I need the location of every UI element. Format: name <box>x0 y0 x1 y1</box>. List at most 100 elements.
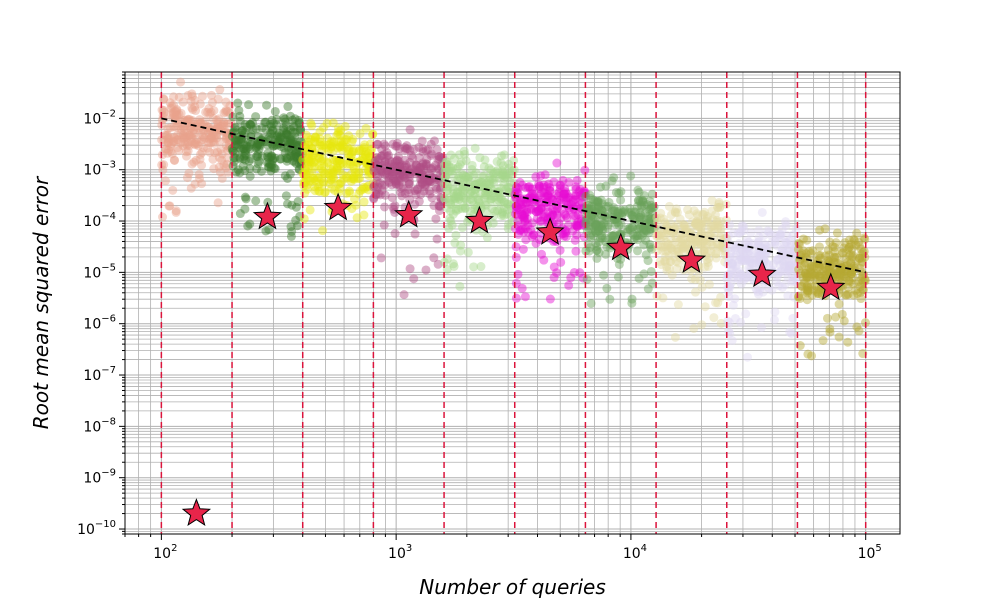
scatter-point <box>516 225 526 235</box>
scatter-point <box>223 167 233 177</box>
scatter-point <box>592 220 602 230</box>
scatter-point <box>197 179 207 189</box>
scatter-point <box>792 276 802 286</box>
scatter-point <box>289 122 299 132</box>
scatter-point <box>315 137 325 147</box>
scatter-point <box>332 163 342 173</box>
scatter-point <box>728 259 738 269</box>
scatter-point <box>198 131 208 141</box>
scatter-point <box>337 158 347 168</box>
scatter-point <box>325 179 335 189</box>
scatter-point <box>694 218 704 228</box>
scatter-point <box>830 247 840 257</box>
scatter-point <box>240 166 250 176</box>
scatter-point <box>776 230 786 240</box>
scatter-point <box>479 181 489 191</box>
scatter-point <box>167 101 177 111</box>
scatter-point <box>464 171 474 181</box>
scatter-point <box>417 170 427 180</box>
scatter-point <box>241 146 251 156</box>
scatter-point <box>608 231 618 241</box>
scatter-point <box>212 130 222 140</box>
scatter-point <box>659 256 669 266</box>
scatter-point <box>270 164 280 174</box>
scatter-point <box>420 180 430 190</box>
scatter-point <box>184 141 194 151</box>
scatter-point <box>211 128 221 138</box>
scatter-point <box>806 264 816 274</box>
scatter-point <box>556 180 566 190</box>
scatter-point <box>833 268 843 278</box>
scatter-point <box>798 234 808 244</box>
scatter-point <box>839 272 849 282</box>
scatter-point <box>848 252 858 262</box>
y-tick-label: 10−4 <box>83 211 116 230</box>
scatter-point <box>860 274 870 284</box>
scatter-point <box>380 170 390 180</box>
scatter-point <box>448 209 458 219</box>
scatter-point <box>339 142 349 152</box>
scatter-point <box>323 158 333 168</box>
scatter-point <box>731 261 741 271</box>
scatter-point <box>806 261 816 271</box>
scatter-point <box>840 238 850 248</box>
scatter-point <box>605 294 615 304</box>
scatter-point <box>442 254 452 264</box>
scatter-point <box>417 170 427 180</box>
scatter-point <box>783 291 793 301</box>
scatter-point <box>788 263 798 273</box>
scatter-point <box>663 246 673 256</box>
scatter-point <box>599 218 609 228</box>
scatter-point <box>775 232 785 242</box>
scatter-point <box>665 257 675 267</box>
scatter-point <box>214 114 224 124</box>
scatter-point <box>838 263 848 273</box>
scatter-point <box>240 155 250 165</box>
scatter-point <box>404 185 414 195</box>
scatter-point <box>782 238 792 248</box>
scatter-point <box>820 224 830 234</box>
scatter-point <box>191 138 201 148</box>
scatter-point <box>251 196 261 206</box>
scatter-point <box>183 115 193 125</box>
scatter-point <box>290 157 300 167</box>
y-tick-label: 10−3 <box>83 160 116 179</box>
scatter-point <box>701 236 711 246</box>
scatter-point <box>206 125 216 135</box>
scatter-point <box>377 180 387 190</box>
scatter-point <box>497 209 507 219</box>
scatter-point <box>632 201 642 211</box>
scatter-point <box>190 102 200 112</box>
scatter-point <box>571 211 581 221</box>
scatter-point <box>474 196 484 206</box>
scatter-point <box>415 162 425 172</box>
y-tick-label: 10−7 <box>83 365 116 384</box>
scatter-point <box>564 280 574 290</box>
scatter-point <box>178 141 188 151</box>
scatter-point <box>699 246 709 256</box>
scatter-point <box>593 197 603 207</box>
scatter-point <box>516 209 526 219</box>
scatter-point <box>395 161 405 171</box>
scatter-point <box>711 298 721 308</box>
scatter-point <box>277 133 287 143</box>
scatter-point <box>354 167 364 177</box>
scatter-point <box>780 280 790 290</box>
scatter-point <box>591 238 601 248</box>
scatter-point <box>809 268 819 278</box>
scatter-point <box>544 179 554 189</box>
scatter-point <box>645 196 655 206</box>
scatter-point <box>443 181 453 191</box>
scatter-point <box>294 158 304 168</box>
scatter-point <box>767 238 777 248</box>
scatter-point <box>559 189 569 199</box>
scatter-point <box>561 232 571 242</box>
scatter-point <box>432 184 442 194</box>
scatter-point <box>739 256 749 266</box>
scatter-point <box>282 153 292 163</box>
scatter-point <box>206 107 216 117</box>
scatter-point <box>531 207 541 217</box>
scatter-point <box>659 214 669 224</box>
scatter-point <box>451 230 461 240</box>
